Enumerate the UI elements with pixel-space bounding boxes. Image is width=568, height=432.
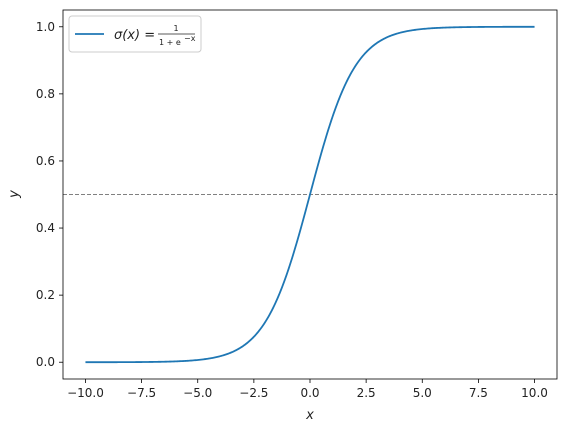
y-tick-label: 1.0 (36, 20, 55, 34)
legend: σ(x) = 1 1 + e −x (68, 15, 202, 53)
sigmoid-series-line (85, 25, 535, 364)
x-axis-ticks: −10.0 −7.5 −5.0 −2.5 0.0 2.5 5.0 7.5 10.0 (67, 379, 548, 400)
y-tick-label: 0.6 (36, 154, 55, 168)
y-tick-label: 0.4 (36, 221, 55, 235)
legend-numerator: 1 (173, 24, 178, 33)
y-axis-ticks: 0.0 0.2 0.4 0.6 0.8 1.0 (36, 20, 63, 369)
x-axis-label: x (305, 408, 314, 423)
x-tick-label: −10.0 (67, 386, 104, 400)
x-tick-label: −2.5 (239, 386, 268, 400)
y-tick-label: 0.2 (36, 288, 55, 302)
y-tick-label: 0.8 (36, 87, 55, 101)
x-tick-label: −5.0 (183, 386, 212, 400)
legend-label: σ(x) = (114, 28, 155, 43)
legend-box (68, 15, 202, 53)
y-tick-label: 0.0 (36, 355, 55, 369)
legend-exponent: −x (184, 34, 196, 43)
legend-denominator: 1 + e (159, 38, 181, 47)
x-tick-label: 5.0 (413, 386, 432, 400)
plot-area (62, 9, 558, 380)
x-tick-label: 7.5 (469, 386, 488, 400)
x-tick-label: −7.5 (127, 386, 156, 400)
y-axis-label: y (7, 190, 22, 199)
x-tick-label: 10.0 (521, 386, 548, 400)
x-tick-label: 0.0 (300, 386, 319, 400)
x-tick-label: 2.5 (357, 386, 376, 400)
